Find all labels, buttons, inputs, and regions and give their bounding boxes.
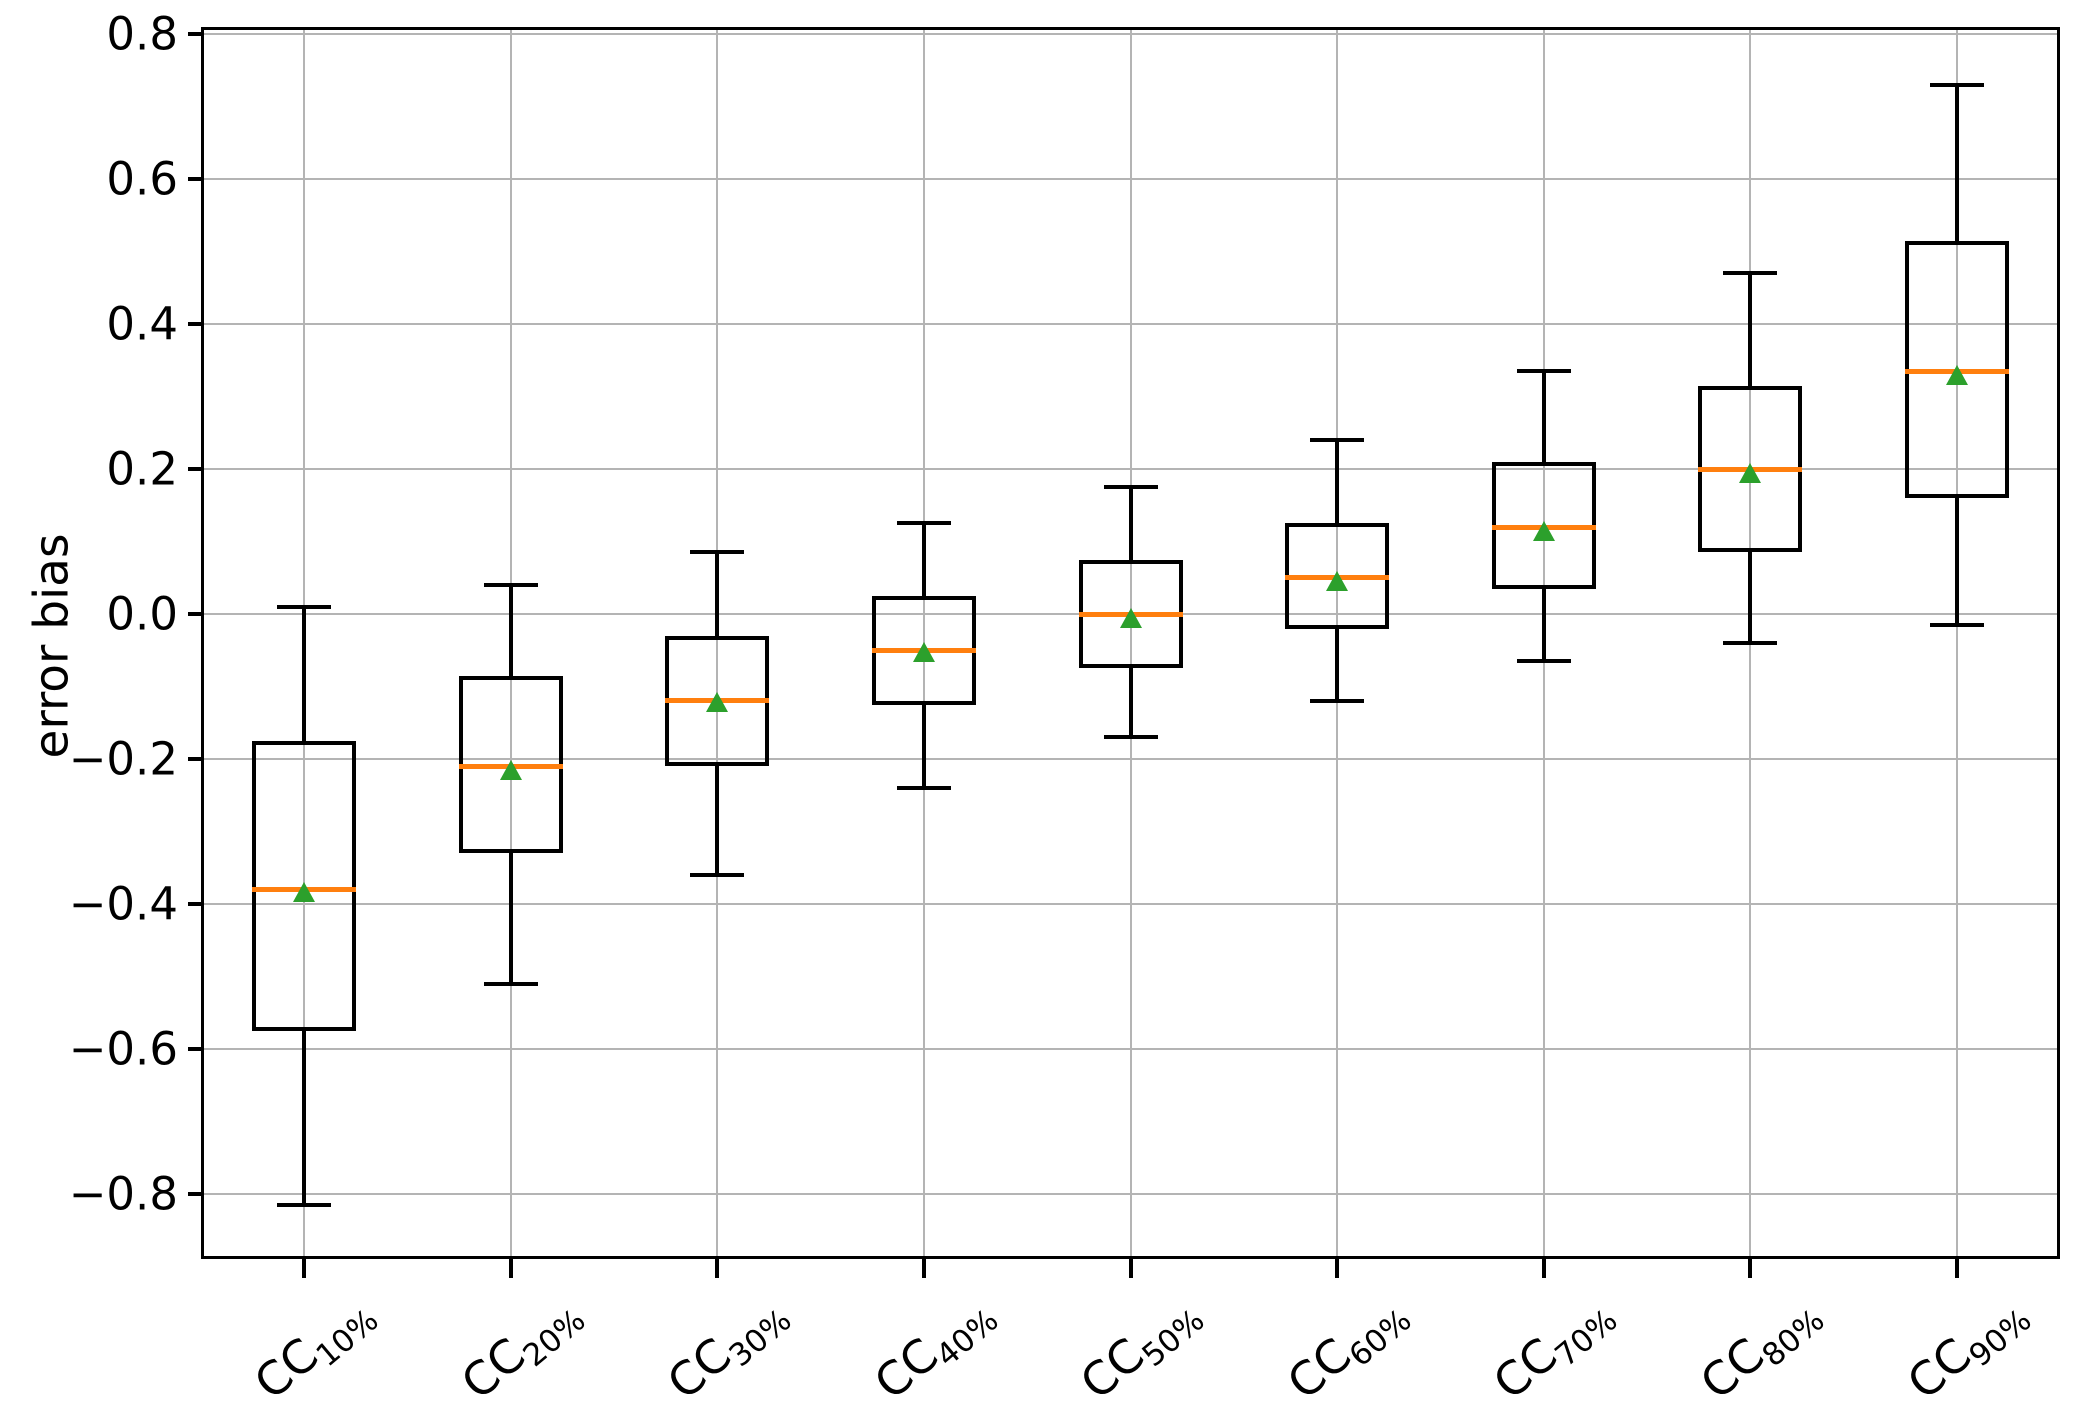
y-tick-mark-0.0: [188, 612, 201, 616]
x-tick-mark-CC50%: [1128, 1259, 1133, 1278]
whisker-cap-upper-CC80%: [1723, 271, 1778, 276]
y-tick-label-0.0: 0.0: [106, 587, 178, 641]
x-tick-label-CC20%: CC20%: [450, 1283, 592, 1410]
whisker-cap-lower-CC50%: [1103, 735, 1158, 740]
x-tick-label-CC30%: CC30%: [657, 1283, 798, 1410]
whisker-cap-upper-CC90%: [1929, 82, 1984, 87]
mean-marker-CC40%: [912, 642, 935, 663]
whisker-lower-CC60%: [1335, 628, 1340, 701]
y-tick-mark-−0.8: [188, 1191, 201, 1196]
whisker-upper-CC50%: [1128, 487, 1133, 560]
y-axis-label: error bias: [24, 533, 80, 759]
x-tick-mark-CC40%: [921, 1259, 926, 1278]
x-tick-mark-CC10%: [302, 1259, 307, 1278]
whisker-cap-lower-CC60%: [1310, 698, 1365, 703]
mean-marker-CC90%: [1945, 364, 1968, 385]
y-tick-label-0.6: 0.6: [106, 152, 178, 206]
mean-marker-CC30%: [706, 692, 729, 713]
y-tick-label-−0.8: −0.8: [68, 1167, 178, 1221]
gridline-vertical-CC50%: [1129, 30, 1132, 1256]
whisker-cap-upper-CC30%: [690, 550, 745, 555]
whisker-lower-CC90%: [1954, 498, 1959, 625]
whisker-lower-CC70%: [1541, 588, 1546, 662]
x-tick-mark-CC90%: [1954, 1259, 1959, 1278]
mean-marker-CC70%: [1532, 520, 1555, 541]
mean-marker-CC60%: [1326, 570, 1349, 591]
x-label-base: CC: [1896, 1327, 1981, 1410]
plot-area: [201, 27, 2060, 1259]
gridline-vertical-CC30%: [716, 30, 719, 1256]
x-tick-label-CC40%: CC40%: [863, 1283, 1005, 1410]
whisker-cap-lower-CC90%: [1929, 622, 1984, 627]
whisker-upper-CC60%: [1335, 440, 1340, 524]
whisker-upper-CC20%: [508, 585, 513, 676]
mean-marker-CC80%: [1739, 463, 1762, 484]
gridline-vertical-CC90%: [1955, 30, 1958, 1256]
mean-marker-CC10%: [293, 881, 316, 902]
whisker-cap-upper-CC10%: [277, 604, 332, 609]
whisker-lower-CC50%: [1128, 668, 1133, 738]
y-tick-label-−0.4: −0.4: [68, 877, 178, 931]
whisker-upper-CC80%: [1748, 273, 1753, 386]
x-label-base: CC: [863, 1327, 948, 1410]
x-tick-mark-CC20%: [508, 1259, 513, 1278]
whisker-cap-lower-CC10%: [277, 1202, 332, 1207]
box-CC10%: [252, 740, 357, 1031]
y-tick-mark-0.2: [188, 467, 201, 472]
x-tick-label-CC50%: CC50%: [1070, 1283, 1211, 1410]
x-tick-mark-CC70%: [1541, 1259, 1546, 1278]
whisker-cap-lower-CC70%: [1516, 659, 1571, 664]
x-tick-label-CC90%: CC90%: [1896, 1283, 2038, 1410]
whisker-upper-CC70%: [1541, 371, 1546, 462]
whisker-cap-lower-CC30%: [690, 872, 745, 877]
x-tick-label-CC60%: CC60%: [1277, 1283, 1418, 1410]
y-tick-label-0.8: 0.8: [106, 7, 178, 61]
y-tick-label-0.2: 0.2: [106, 442, 178, 496]
whisker-cap-upper-CC40%: [896, 521, 951, 526]
y-tick-label-0.4: 0.4: [106, 297, 178, 351]
whisker-cap-lower-CC80%: [1723, 641, 1778, 645]
y-tick-mark-0.8: [188, 32, 201, 37]
x-tick-label-CC10%: CC10%: [244, 1283, 385, 1410]
whisker-lower-CC10%: [302, 1030, 307, 1205]
y-tick-mark-0.6: [188, 177, 201, 182]
y-tick-label-−0.2: −0.2: [68, 732, 178, 786]
whisker-lower-CC40%: [921, 704, 926, 788]
whisker-cap-lower-CC40%: [896, 785, 951, 790]
whisker-lower-CC20%: [508, 853, 513, 984]
whisker-cap-upper-CC20%: [483, 583, 538, 588]
whisker-upper-CC30%: [715, 552, 720, 636]
mean-marker-CC50%: [1119, 607, 1142, 628]
x-tick-label-CC70%: CC70%: [1484, 1283, 1625, 1410]
whisker-upper-CC40%: [921, 523, 926, 596]
y-tick-mark-−0.6: [188, 1046, 201, 1051]
x-tick-mark-CC80%: [1748, 1259, 1753, 1278]
whisker-upper-CC10%: [302, 606, 307, 741]
whisker-lower-CC80%: [1748, 552, 1753, 643]
x-tick-mark-CC60%: [1335, 1259, 1340, 1278]
x-label-base: CC: [450, 1327, 535, 1410]
whisker-cap-upper-CC50%: [1103, 485, 1158, 490]
y-tick-mark-−0.4: [188, 901, 201, 906]
whisker-upper-CC90%: [1954, 84, 1959, 241]
whisker-lower-CC30%: [715, 766, 720, 875]
x-tick-mark-CC30%: [715, 1259, 720, 1278]
x-tick-label-CC80%: CC80%: [1690, 1283, 1831, 1410]
whisker-cap-upper-CC70%: [1516, 369, 1571, 374]
y-tick-mark-−0.2: [188, 756, 201, 761]
mean-marker-CC20%: [499, 759, 522, 780]
whisker-cap-upper-CC60%: [1310, 438, 1365, 443]
whisker-cap-lower-CC20%: [483, 981, 538, 986]
y-tick-mark-0.4: [188, 322, 201, 327]
y-tick-label-−0.6: −0.6: [68, 1022, 178, 1076]
